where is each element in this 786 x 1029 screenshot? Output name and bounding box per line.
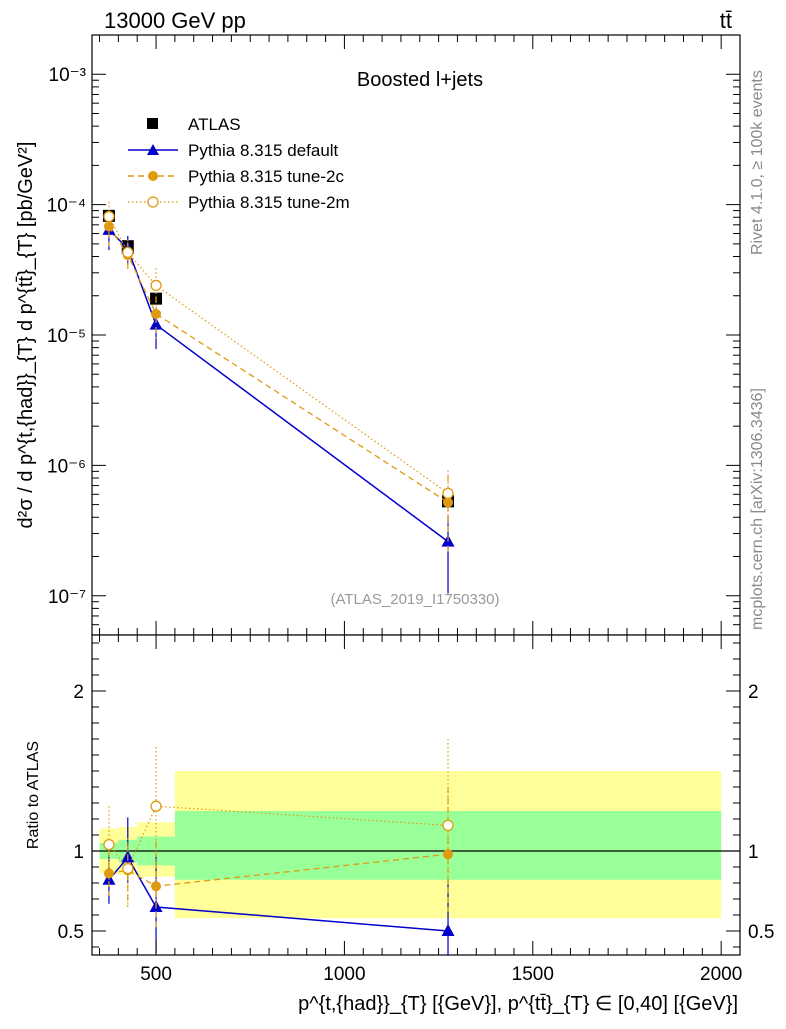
legend: ATLAS Pythia 8.315 default Pythia 8.315 … [128, 115, 350, 212]
ratio-data-point [150, 800, 162, 812]
ratio-y-tick-label: 2 [73, 682, 84, 703]
main-series-line [108, 229, 449, 543]
ratio-y-axis-title: Ratio to ATLAS [25, 741, 42, 849]
main-data-point [103, 210, 115, 223]
main-series-line [108, 226, 449, 503]
main-data-point [149, 317, 163, 330]
main-y-tick-label: 10⁻⁵ [47, 326, 86, 347]
ratio-data-point [443, 849, 454, 860]
x-tick-label: 2000 [700, 964, 742, 985]
main-panel-background [92, 35, 740, 635]
legend-marker-tune2c [148, 171, 158, 181]
legend-marker-tune2m [147, 196, 159, 208]
ratio-panel-axes: 0.5 0.5 1 1 2 2 500 1000 1500 2000 [58, 634, 774, 985]
ratio-data-point [122, 862, 134, 875]
process-label: tt̄ [720, 8, 732, 33]
ratio-y-tick-label-right: 1 [748, 842, 759, 863]
x-axis-title: p^{t,{had}}_{T} [{GeV}], p^{tt̄}_{T} ∈ [… [298, 993, 738, 1015]
mcplots-label: mcplots.cern.ch [arXiv:1306.3436] [749, 388, 766, 630]
ratio-data-point [442, 819, 454, 832]
main-data-point [150, 279, 162, 292]
main-data-point [442, 487, 454, 500]
main-data-point [122, 246, 134, 259]
legend-label-default: Pythia 8.315 default [188, 141, 339, 160]
ratio-data-point [151, 881, 162, 892]
x-tick-label: 500 [140, 964, 172, 985]
x-tick-label: 1000 [323, 964, 365, 985]
ratio-panel-data [102, 739, 455, 955]
x-tick-label: 1500 [512, 964, 554, 985]
main-panel-data [102, 201, 455, 594]
ratio-series-line [108, 856, 449, 932]
analysis-label: (ATLAS_2019_I1750330) [330, 591, 499, 608]
ratio-series-line [108, 805, 449, 870]
main-y-tick-label: 10⁻⁷ [48, 587, 86, 608]
main-series-line [108, 216, 449, 494]
main-y-axis-title: d²σ / d p^{t,{had}}_{T} d p^{tt̄}_{T} [p… [15, 142, 37, 529]
ratio-data-point [103, 838, 115, 851]
main-data-point [151, 308, 162, 319]
ratio-series-line [108, 853, 449, 887]
main-y-tick-label: 10⁻⁶ [47, 456, 86, 477]
ratio-frame [91, 634, 741, 956]
ratio-data-point [103, 868, 114, 879]
energy-label: 13000 GeV pp [104, 8, 246, 33]
ratio-y-tick-label: 1 [73, 842, 84, 863]
ratio-data-point [441, 924, 455, 936]
ratio-panel-bands [92, 635, 740, 955]
plot-title: Boosted l+jets [357, 69, 483, 91]
legend-marker-default [147, 144, 159, 155]
legend-marker-atlas [147, 118, 158, 129]
main-plot-area [92, 35, 740, 635]
legend-label-tune2m: Pythia 8.315 tune-2m [188, 193, 350, 212]
legend-label-atlas: ATLAS [188, 115, 241, 134]
main-y-tick-label: 10⁻³ [49, 65, 87, 86]
ratio-y-tick-label-right: 0.5 [748, 922, 774, 943]
main-data-point [443, 497, 454, 508]
rivet-label: Rivet 4.1.0, ≥ 100k events [749, 70, 766, 255]
ratio-y-tick-label-right: 2 [748, 682, 759, 703]
ratio-y-tick-label: 0.5 [58, 922, 84, 943]
legend-label-tune2c: Pythia 8.315 tune-2c [188, 167, 344, 186]
main-panel-axes: 10⁻³ 10⁻⁴ 10⁻⁵ 10⁻⁶ 10⁻⁷ [47, 34, 741, 636]
main-y-tick-label: 10⁻⁴ [47, 196, 86, 217]
